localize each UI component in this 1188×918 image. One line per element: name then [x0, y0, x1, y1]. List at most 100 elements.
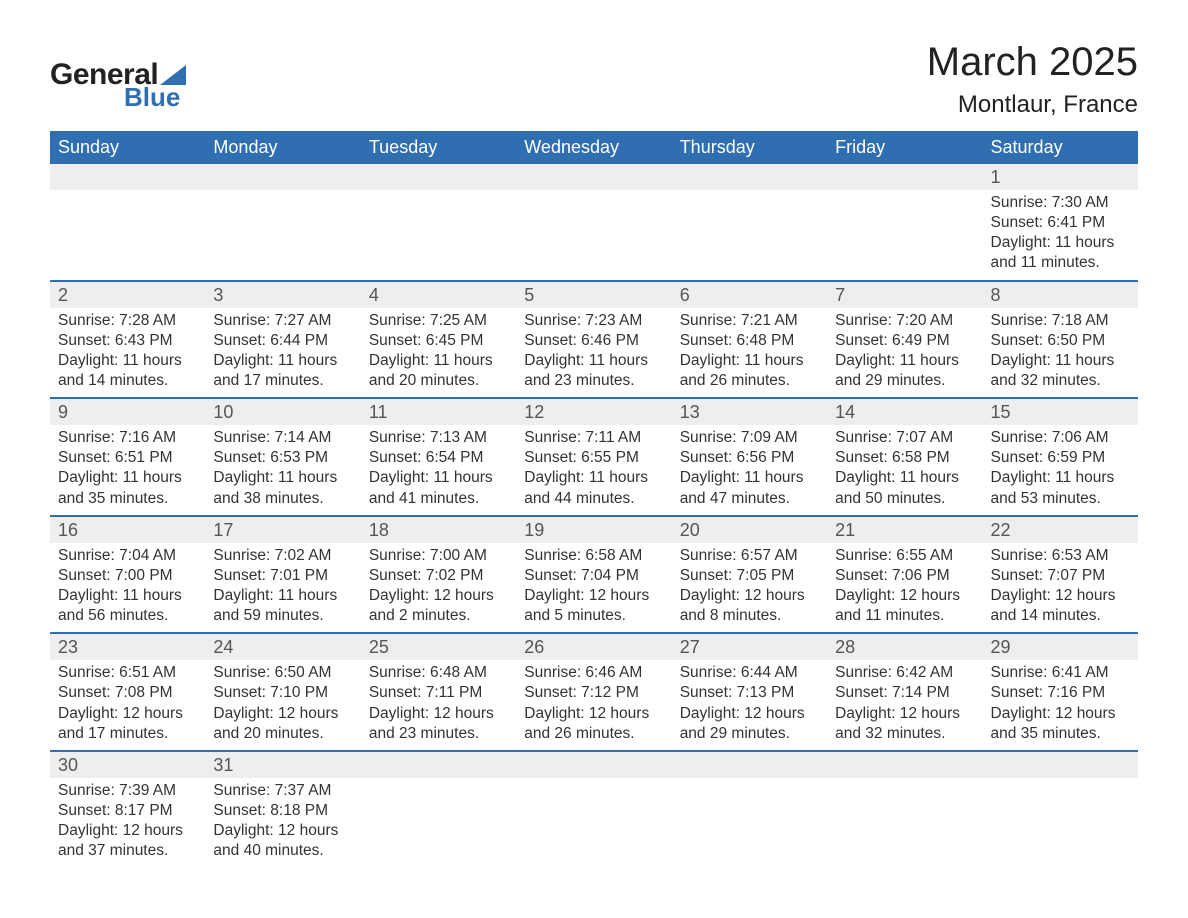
calendar-table: Sunday Monday Tuesday Wednesday Thursday… [50, 131, 1138, 867]
day-d2: and 59 minutes. [213, 606, 352, 626]
day-detail-cell: Sunrise: 6:55 AMSunset: 7:06 PMDaylight:… [827, 543, 982, 634]
day-sunset: Sunset: 6:54 PM [369, 448, 508, 468]
day-detail-cell: Sunrise: 7:25 AMSunset: 6:45 PMDaylight:… [361, 308, 516, 399]
day-number-cell: 10 [205, 398, 360, 425]
day-sunset: Sunset: 8:18 PM [213, 801, 352, 821]
day-sunrise: Sunrise: 7:27 AM [213, 311, 352, 331]
day-d1: Daylight: 12 hours [680, 704, 819, 724]
day-d1: Daylight: 11 hours [680, 468, 819, 488]
day-d1: Daylight: 12 hours [369, 704, 508, 724]
day-d1: Daylight: 11 hours [524, 351, 663, 371]
day-detail-cell: Sunrise: 7:27 AMSunset: 6:44 PMDaylight:… [205, 308, 360, 399]
day-d1: Daylight: 11 hours [58, 351, 197, 371]
day-d2: and 17 minutes. [58, 724, 197, 744]
day-detail-row: Sunrise: 6:51 AMSunset: 7:08 PMDaylight:… [50, 660, 1138, 751]
day-d2: and 44 minutes. [524, 489, 663, 509]
day-d2: and 17 minutes. [213, 371, 352, 391]
day-d2: and 20 minutes. [369, 371, 508, 391]
day-detail-cell: Sunrise: 7:09 AMSunset: 6:56 PMDaylight:… [672, 425, 827, 516]
weekday-header-row: Sunday Monday Tuesday Wednesday Thursday… [50, 131, 1138, 164]
day-d1: Daylight: 12 hours [835, 704, 974, 724]
weekday-header: Monday [205, 131, 360, 164]
day-sunrise: Sunrise: 7:11 AM [524, 428, 663, 448]
day-d2: and 8 minutes. [680, 606, 819, 626]
day-detail-cell: Sunrise: 6:42 AMSunset: 7:14 PMDaylight:… [827, 660, 982, 751]
day-d1: Daylight: 11 hours [369, 351, 508, 371]
day-sunset: Sunset: 7:04 PM [524, 566, 663, 586]
day-d1: Daylight: 11 hours [991, 468, 1130, 488]
day-number-cell: 16 [50, 516, 205, 543]
day-d1: Daylight: 12 hours [369, 586, 508, 606]
day-detail-cell: Sunrise: 6:46 AMSunset: 7:12 PMDaylight:… [516, 660, 671, 751]
day-number-cell: 28 [827, 633, 982, 660]
day-sunset: Sunset: 7:12 PM [524, 683, 663, 703]
day-d1: Daylight: 11 hours [369, 468, 508, 488]
day-d1: Daylight: 11 hours [835, 351, 974, 371]
day-detail-cell: Sunrise: 6:44 AMSunset: 7:13 PMDaylight:… [672, 660, 827, 751]
day-detail-row: Sunrise: 7:16 AMSunset: 6:51 PMDaylight:… [50, 425, 1138, 516]
day-number-cell [50, 164, 205, 190]
day-sunset: Sunset: 8:17 PM [58, 801, 197, 821]
day-sunrise: Sunrise: 7:14 AM [213, 428, 352, 448]
day-number-cell: 26 [516, 633, 671, 660]
day-detail-cell: Sunrise: 6:41 AMSunset: 7:16 PMDaylight:… [983, 660, 1138, 751]
day-sunset: Sunset: 7:10 PM [213, 683, 352, 703]
day-number-cell [516, 751, 671, 778]
location: Montlaur, France [927, 91, 1138, 119]
day-sunrise: Sunrise: 6:48 AM [369, 663, 508, 683]
day-d1: Daylight: 12 hours [835, 586, 974, 606]
day-number-cell: 18 [361, 516, 516, 543]
logo: General Blue [50, 60, 186, 110]
day-sunset: Sunset: 7:14 PM [835, 683, 974, 703]
day-detail-cell [205, 190, 360, 281]
day-detail-cell: Sunrise: 7:20 AMSunset: 6:49 PMDaylight:… [827, 308, 982, 399]
day-sunrise: Sunrise: 7:30 AM [991, 193, 1130, 213]
day-sunrise: Sunrise: 7:39 AM [58, 781, 197, 801]
day-sunset: Sunset: 7:16 PM [991, 683, 1130, 703]
day-detail-cell: Sunrise: 7:23 AMSunset: 6:46 PMDaylight:… [516, 308, 671, 399]
day-d2: and 47 minutes. [680, 489, 819, 509]
day-sunset: Sunset: 7:05 PM [680, 566, 819, 586]
day-number-cell: 2 [50, 281, 205, 308]
day-d1: Daylight: 12 hours [991, 704, 1130, 724]
day-sunrise: Sunrise: 6:46 AM [524, 663, 663, 683]
day-detail-cell: Sunrise: 6:57 AMSunset: 7:05 PMDaylight:… [672, 543, 827, 634]
day-number-cell: 7 [827, 281, 982, 308]
day-number-cell: 15 [983, 398, 1138, 425]
day-number-cell [361, 751, 516, 778]
day-sunrise: Sunrise: 7:25 AM [369, 311, 508, 331]
day-number-cell: 6 [672, 281, 827, 308]
day-sunrise: Sunrise: 7:18 AM [991, 311, 1130, 331]
day-number-row: 1 [50, 164, 1138, 190]
day-sunset: Sunset: 7:06 PM [835, 566, 974, 586]
day-d1: Daylight: 11 hours [991, 351, 1130, 371]
day-d1: Daylight: 11 hours [991, 233, 1130, 253]
day-d1: Daylight: 11 hours [680, 351, 819, 371]
day-number-cell: 22 [983, 516, 1138, 543]
day-detail-cell: Sunrise: 7:14 AMSunset: 6:53 PMDaylight:… [205, 425, 360, 516]
day-sunrise: Sunrise: 7:21 AM [680, 311, 819, 331]
day-detail-cell: Sunrise: 7:37 AMSunset: 8:18 PMDaylight:… [205, 778, 360, 868]
day-detail-cell: Sunrise: 7:16 AMSunset: 6:51 PMDaylight:… [50, 425, 205, 516]
day-sunrise: Sunrise: 7:20 AM [835, 311, 974, 331]
day-number-cell: 8 [983, 281, 1138, 308]
day-detail-cell [361, 190, 516, 281]
day-sunset: Sunset: 6:43 PM [58, 331, 197, 351]
day-number-cell: 19 [516, 516, 671, 543]
day-d2: and 29 minutes. [835, 371, 974, 391]
day-sunrise: Sunrise: 6:58 AM [524, 546, 663, 566]
day-number-cell: 20 [672, 516, 827, 543]
day-sunset: Sunset: 6:46 PM [524, 331, 663, 351]
day-sunrise: Sunrise: 6:42 AM [835, 663, 974, 683]
day-detail-cell [672, 190, 827, 281]
day-number-cell: 31 [205, 751, 360, 778]
weekday-header: Friday [827, 131, 982, 164]
day-detail-cell [672, 778, 827, 868]
day-sunrise: Sunrise: 7:00 AM [369, 546, 508, 566]
day-sunrise: Sunrise: 6:41 AM [991, 663, 1130, 683]
day-d2: and 20 minutes. [213, 724, 352, 744]
day-detail-cell [827, 778, 982, 868]
day-d2: and 2 minutes. [369, 606, 508, 626]
day-d2: and 23 minutes. [369, 724, 508, 744]
day-sunset: Sunset: 6:50 PM [991, 331, 1130, 351]
